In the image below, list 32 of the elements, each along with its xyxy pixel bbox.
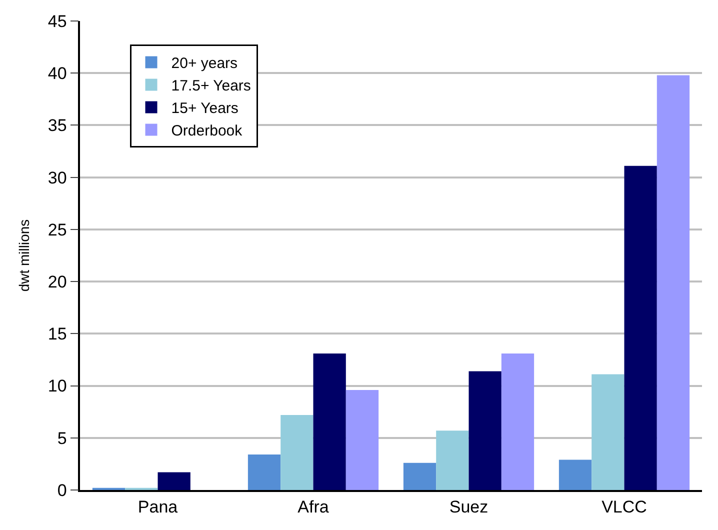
y-tick-label: 20: [48, 272, 67, 292]
bar: [346, 390, 379, 490]
y-tick-label: 40: [48, 64, 67, 84]
x-tick-label: VLCC: [602, 497, 647, 516]
y-tick-label: 30: [48, 168, 67, 188]
bar: [656, 75, 690, 490]
bar: [403, 462, 436, 490]
legend-label: 17.5+ Years: [171, 78, 251, 95]
y-tick-label: 0: [57, 480, 67, 500]
y-tick-label: 35: [48, 116, 67, 136]
bar: [558, 460, 592, 490]
y-tick-label: 25: [48, 220, 67, 240]
legend-label: Orderbook: [171, 122, 243, 140]
bar: [468, 371, 502, 490]
x-tick-label: Suez: [449, 497, 488, 516]
bar: [501, 353, 534, 490]
bar: [436, 430, 469, 490]
legend-label: 15+ Years: [171, 100, 238, 118]
bar: [248, 454, 281, 490]
x-tick-label: Afra: [298, 497, 330, 516]
y-tick-label: 45: [48, 12, 67, 31]
y-tick-label: 15: [48, 324, 67, 344]
bar: [624, 166, 657, 490]
legend-label: 20+ years: [171, 55, 238, 72]
bar: [592, 374, 624, 490]
y-tick-label: 5: [57, 428, 67, 448]
x-tick-label: Pana: [138, 497, 178, 516]
bar: [313, 353, 346, 490]
y-tick-label: 10: [48, 376, 67, 396]
bar: [280, 414, 314, 490]
y-axis-title: dwt millions: [16, 219, 32, 292]
bar: [158, 472, 190, 490]
